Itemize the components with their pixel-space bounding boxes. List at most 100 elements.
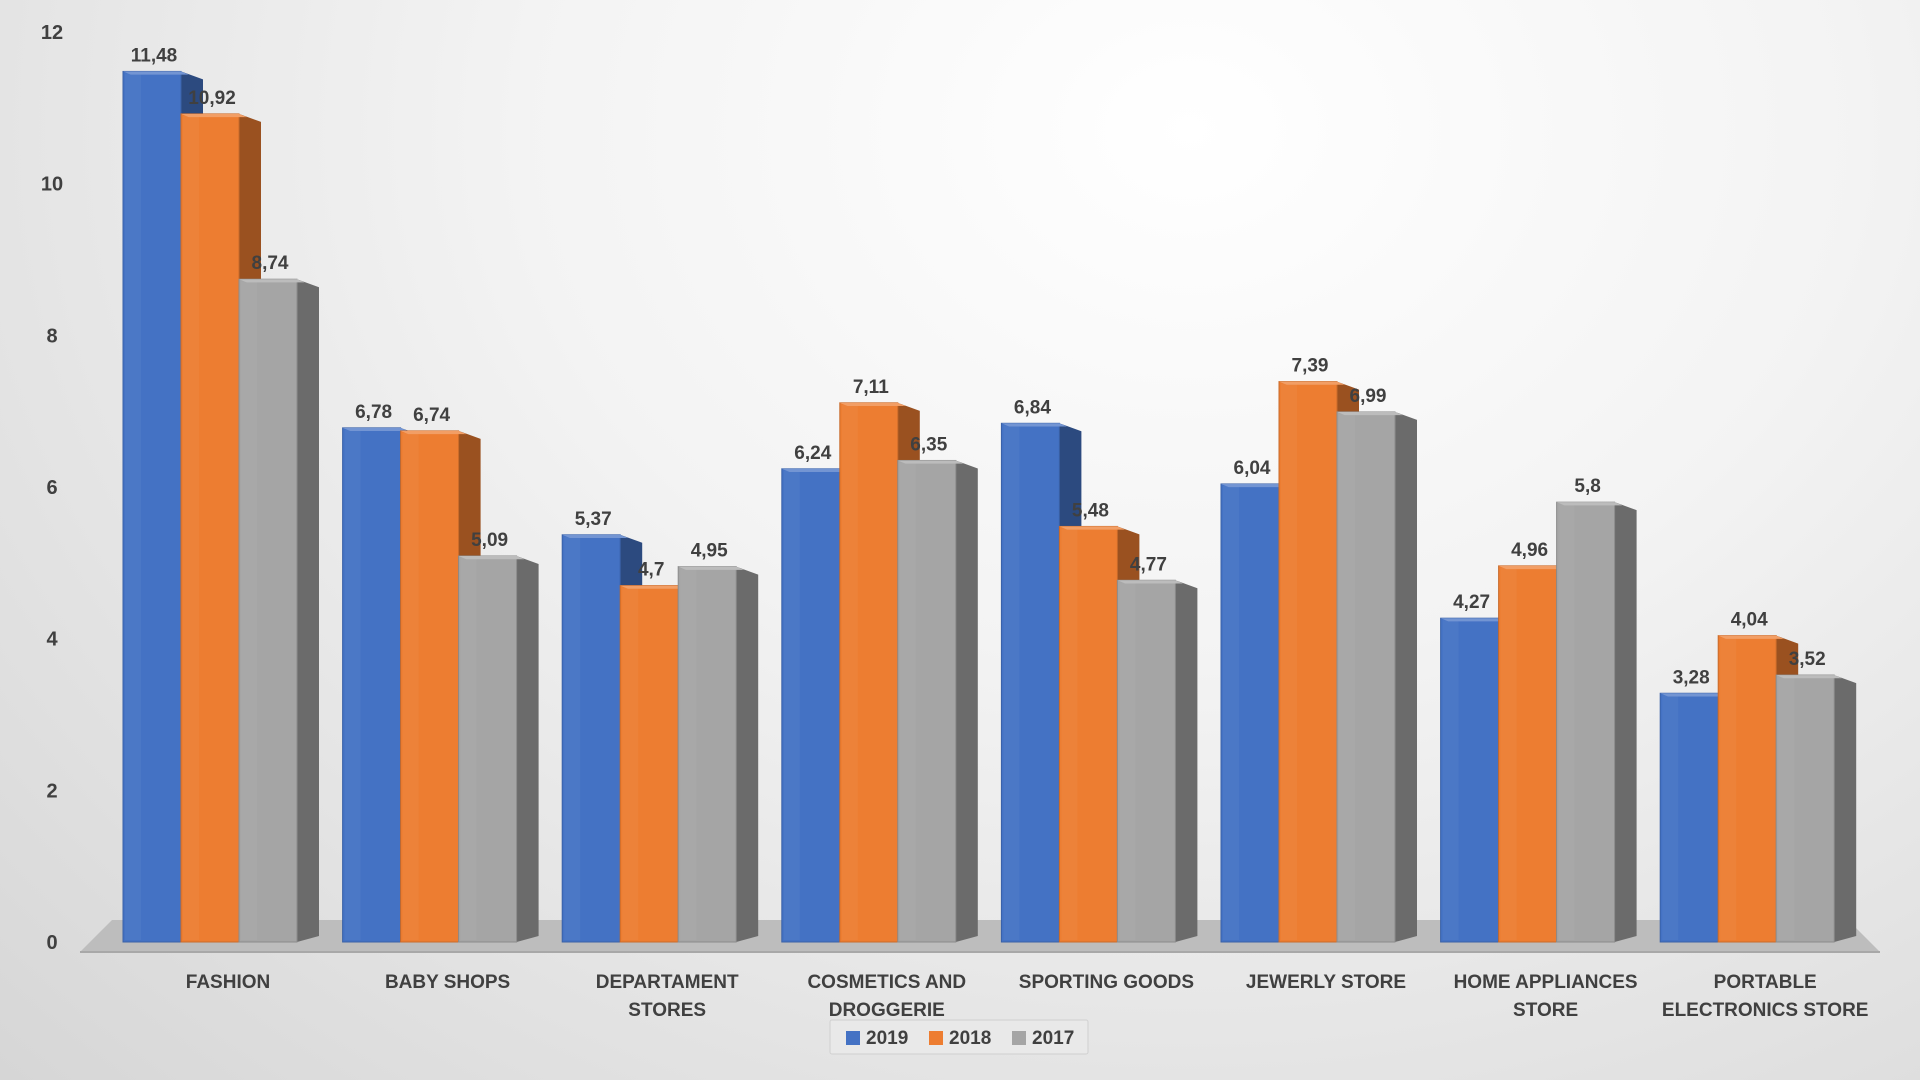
category-label: FASHION	[186, 972, 270, 993]
legend-box	[829, 1019, 1089, 1055]
bar-highlight	[1003, 425, 1020, 940]
bar-highlight	[241, 281, 257, 940]
category-label: DEPARTAMENT	[596, 972, 739, 993]
bar-2018-3	[839, 402, 899, 943]
bar-highlight	[1223, 485, 1239, 940]
bar-top	[1337, 411, 1403, 416]
bar-top	[562, 534, 628, 538]
bar-highlight	[680, 568, 697, 940]
data-label: 6,78	[355, 402, 392, 423]
data-label: 11,48	[131, 45, 178, 66]
bar-highlight	[1442, 620, 1459, 940]
bar-highlight	[841, 404, 858, 940]
bar-highlight	[402, 432, 419, 940]
data-label: 4,27	[1453, 592, 1490, 613]
category-label: STORES	[628, 1000, 706, 1021]
category-label: JEWERLY STORE	[1246, 972, 1406, 993]
data-label: 6,99	[1350, 386, 1387, 407]
bar-2017-0	[238, 278, 298, 943]
bar-top	[1660, 693, 1726, 697]
bar-side	[1614, 502, 1637, 942]
bar-top	[781, 468, 848, 472]
data-label: 5,8	[1574, 476, 1600, 497]
y-tick-label: 0	[46, 932, 57, 954]
bar-top	[1059, 526, 1126, 530]
data-label: 4,77	[1130, 554, 1167, 575]
data-label: 7,11	[853, 377, 889, 398]
bar-top	[1718, 635, 1784, 639]
bar-2019-4	[1000, 422, 1060, 943]
bar-2019-7	[1659, 692, 1719, 943]
bar-top	[1117, 580, 1184, 584]
bar-top	[342, 427, 409, 432]
bar-highlight	[622, 587, 639, 940]
bar-top	[620, 585, 686, 589]
bar-2019-0	[122, 70, 182, 943]
bar-top	[458, 556, 525, 560]
data-label: 4,96	[1511, 540, 1548, 561]
bar-highlight	[460, 558, 477, 940]
bar-highlight	[183, 115, 199, 940]
legend-swatch-2017	[1012, 1031, 1026, 1045]
bar-top	[123, 71, 189, 75]
bar-2019-5	[1220, 483, 1280, 943]
bar-top	[1498, 565, 1565, 570]
data-label: 5,37	[575, 509, 612, 530]
bar-2018-4	[1058, 525, 1118, 943]
x-axis: FASHION BABY SHOPS DEPARTAMENT STORES COSMET…	[186, 972, 1869, 1021]
data-label: 6,35	[910, 434, 947, 455]
bar-top	[1279, 381, 1345, 385]
bar-highlight	[783, 470, 800, 940]
data-label: 3,52	[1789, 649, 1826, 670]
bar-top	[1776, 675, 1842, 679]
bar-highlight	[1558, 504, 1575, 940]
legend-swatch-2018	[929, 1031, 943, 1045]
data-labels: 11,48 10,92 8,74 6,78 6,74 5,09 5,37 4,7 4,95 6,2…	[131, 45, 1826, 688]
category-label: HOME APPLIANCES	[1454, 972, 1638, 993]
bar-side	[297, 279, 319, 942]
category-label: DROGGERIE	[829, 1000, 945, 1021]
bar-2017-7	[1775, 674, 1835, 943]
bar-top	[1001, 423, 1068, 427]
data-label: 5,09	[471, 530, 508, 551]
y-tick-label: 8	[46, 325, 57, 347]
bar-side	[1834, 675, 1857, 942]
bar-highlight	[1720, 637, 1737, 940]
bar-highlight	[1662, 695, 1679, 940]
bar-highlight	[1778, 677, 1795, 940]
bar-top	[1221, 483, 1287, 488]
bar-highlight	[1339, 413, 1355, 940]
data-label: 6,24	[794, 443, 831, 464]
bar-highlight	[344, 429, 361, 940]
data-label: 10,92	[188, 88, 236, 109]
bars	[122, 70, 1857, 943]
data-label: 3,28	[1673, 667, 1710, 688]
category-label: ELECTRONICS STORE	[1662, 1000, 1869, 1021]
bar-2018-7	[1717, 635, 1777, 943]
bar-top	[839, 402, 906, 407]
data-label: 5,48	[1072, 500, 1109, 521]
bar-2017-6	[1556, 501, 1616, 943]
bar-side	[1175, 580, 1198, 942]
data-label: 6,04	[1234, 458, 1271, 479]
bar-2017-5	[1336, 411, 1396, 943]
bar-highlight	[1061, 528, 1078, 940]
data-label: 7,39	[1292, 356, 1329, 377]
legend-swatch-2019	[846, 1031, 860, 1045]
bar-side	[736, 566, 759, 942]
legend-label-2018: 2018	[949, 1028, 991, 1049]
legend[interactable]: 2019 2018 2017	[829, 1019, 1089, 1055]
data-label: 4,7	[638, 560, 664, 581]
bar-side	[1395, 411, 1417, 942]
bar-2017-4	[1116, 579, 1176, 943]
bar-top	[897, 460, 964, 464]
data-label: 6,74	[413, 405, 450, 426]
bar-top	[678, 566, 744, 570]
y-axis: 0 2 4 6 8 10 12	[41, 22, 63, 954]
bar-top	[400, 430, 467, 435]
category-label: STORE	[1513, 1000, 1578, 1021]
bar-top	[239, 279, 305, 283]
data-label: 6,84	[1014, 397, 1051, 418]
bar-highlight	[1500, 567, 1517, 940]
